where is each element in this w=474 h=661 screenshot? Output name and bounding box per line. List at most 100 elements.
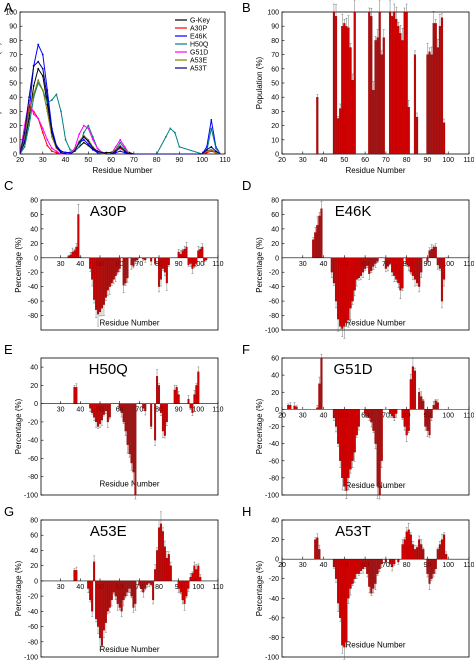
data-bar <box>351 559 354 584</box>
data-bar <box>130 403 133 464</box>
data-bar <box>397 257 400 284</box>
data-bar <box>75 387 78 404</box>
x-tick-label: 30 <box>57 407 65 414</box>
data-bar <box>366 559 369 574</box>
data-bar <box>413 54 417 155</box>
data-bar <box>337 409 340 444</box>
panel-h: H203040506070809010011040200-20-40-60-80… <box>242 504 474 661</box>
data-point <box>78 146 81 148</box>
data-bar <box>422 400 425 410</box>
data-bar <box>399 257 402 291</box>
y-tick-label: 90 <box>9 24 17 31</box>
data-bar <box>370 559 373 594</box>
legend-label: H50Q <box>190 42 209 49</box>
data-bar <box>332 559 336 568</box>
data-bar <box>334 257 338 302</box>
y-tick-label: -20 <box>28 270 38 277</box>
data-bar <box>443 534 446 560</box>
y-axis-label: Percentage (%) <box>14 398 23 454</box>
data-bar <box>138 580 141 585</box>
data-bar <box>152 580 155 601</box>
data-point <box>210 150 213 153</box>
y-tick-label: -20 <box>269 576 279 583</box>
data-bar <box>193 257 196 267</box>
data-bar <box>430 248 433 258</box>
x-tick-label: 100 <box>442 261 454 268</box>
data-bar <box>436 257 439 266</box>
y-tick-label: 50 <box>271 81 279 88</box>
data-bar <box>368 559 371 587</box>
data-bar <box>347 559 350 599</box>
data-bar <box>132 257 135 267</box>
data-bar <box>386 257 390 267</box>
data-bar <box>77 214 80 258</box>
data-point <box>50 150 53 153</box>
y-axis-label: Percentage (%) <box>14 237 23 293</box>
data-bar <box>165 557 168 582</box>
data-bar <box>345 559 348 643</box>
data-bar <box>167 257 170 266</box>
data-bar <box>293 405 296 410</box>
y-tick-label: -80 <box>28 639 38 646</box>
data-point <box>50 136 53 138</box>
y-tick-label: 20 <box>271 537 279 544</box>
x-tick-label: 20 <box>278 157 286 164</box>
data-bar <box>370 257 373 271</box>
data-bar <box>185 246 188 258</box>
data-point <box>210 119 213 121</box>
data-bar <box>148 580 151 584</box>
data-bar <box>161 257 164 269</box>
x-tick-label: 40 <box>320 412 328 419</box>
data-bar <box>339 257 342 327</box>
data-point <box>32 65 35 67</box>
x-axis-label: Residue Number <box>99 480 159 489</box>
data-point <box>41 131 44 134</box>
x-tick-label: 100 <box>192 584 204 591</box>
y-tick-label: -100 <box>24 655 38 661</box>
data-point <box>46 96 49 99</box>
y-tick-label: 20 <box>9 123 17 130</box>
y-tick-label: 60 <box>271 66 279 73</box>
y-tick-label: -20 <box>28 594 38 601</box>
data-bar <box>401 40 404 155</box>
data-bar <box>372 89 375 155</box>
x-tick-label: 60 <box>107 157 115 164</box>
data-bar <box>104 580 107 623</box>
data-bar <box>347 409 350 478</box>
data-bar <box>401 544 404 560</box>
x-tick-label: 70 <box>382 562 390 569</box>
data-bar <box>380 54 383 155</box>
data-bar <box>424 409 427 427</box>
y-tick-label: 80 <box>30 198 38 205</box>
legend-label: A30P <box>190 26 207 33</box>
data-point <box>41 127 44 130</box>
data-bar <box>401 257 404 289</box>
y-tick-label: 40 <box>30 226 38 233</box>
x-tick-label: 90 <box>176 157 184 164</box>
data-bar <box>395 409 398 414</box>
data-point <box>46 144 49 147</box>
data-point <box>178 146 181 148</box>
data-bar <box>97 257 100 315</box>
data-bar <box>364 409 367 414</box>
data-bar <box>361 257 365 273</box>
x-tick-label: 80 <box>403 157 411 164</box>
data-point <box>23 146 26 148</box>
x-tick-label: 90 <box>424 261 432 268</box>
y-tick-label: 40 <box>30 365 38 372</box>
data-bar <box>97 403 100 427</box>
y-tick-label: 70 <box>9 52 17 59</box>
x-tick-label: 50 <box>340 157 348 164</box>
data-point <box>64 151 67 154</box>
data-bar <box>432 559 435 574</box>
data-bar <box>413 549 417 560</box>
x-tick-label: 30 <box>299 157 307 164</box>
data-bar <box>195 569 198 582</box>
y-tick-label: 80 <box>30 518 38 525</box>
y-tick-label: -20 <box>28 419 38 426</box>
data-point <box>37 79 40 82</box>
x-tick-label: 70 <box>135 261 143 268</box>
y-tick-label: -40 <box>269 284 279 291</box>
data-bar <box>357 257 360 279</box>
data-bar <box>159 403 162 413</box>
